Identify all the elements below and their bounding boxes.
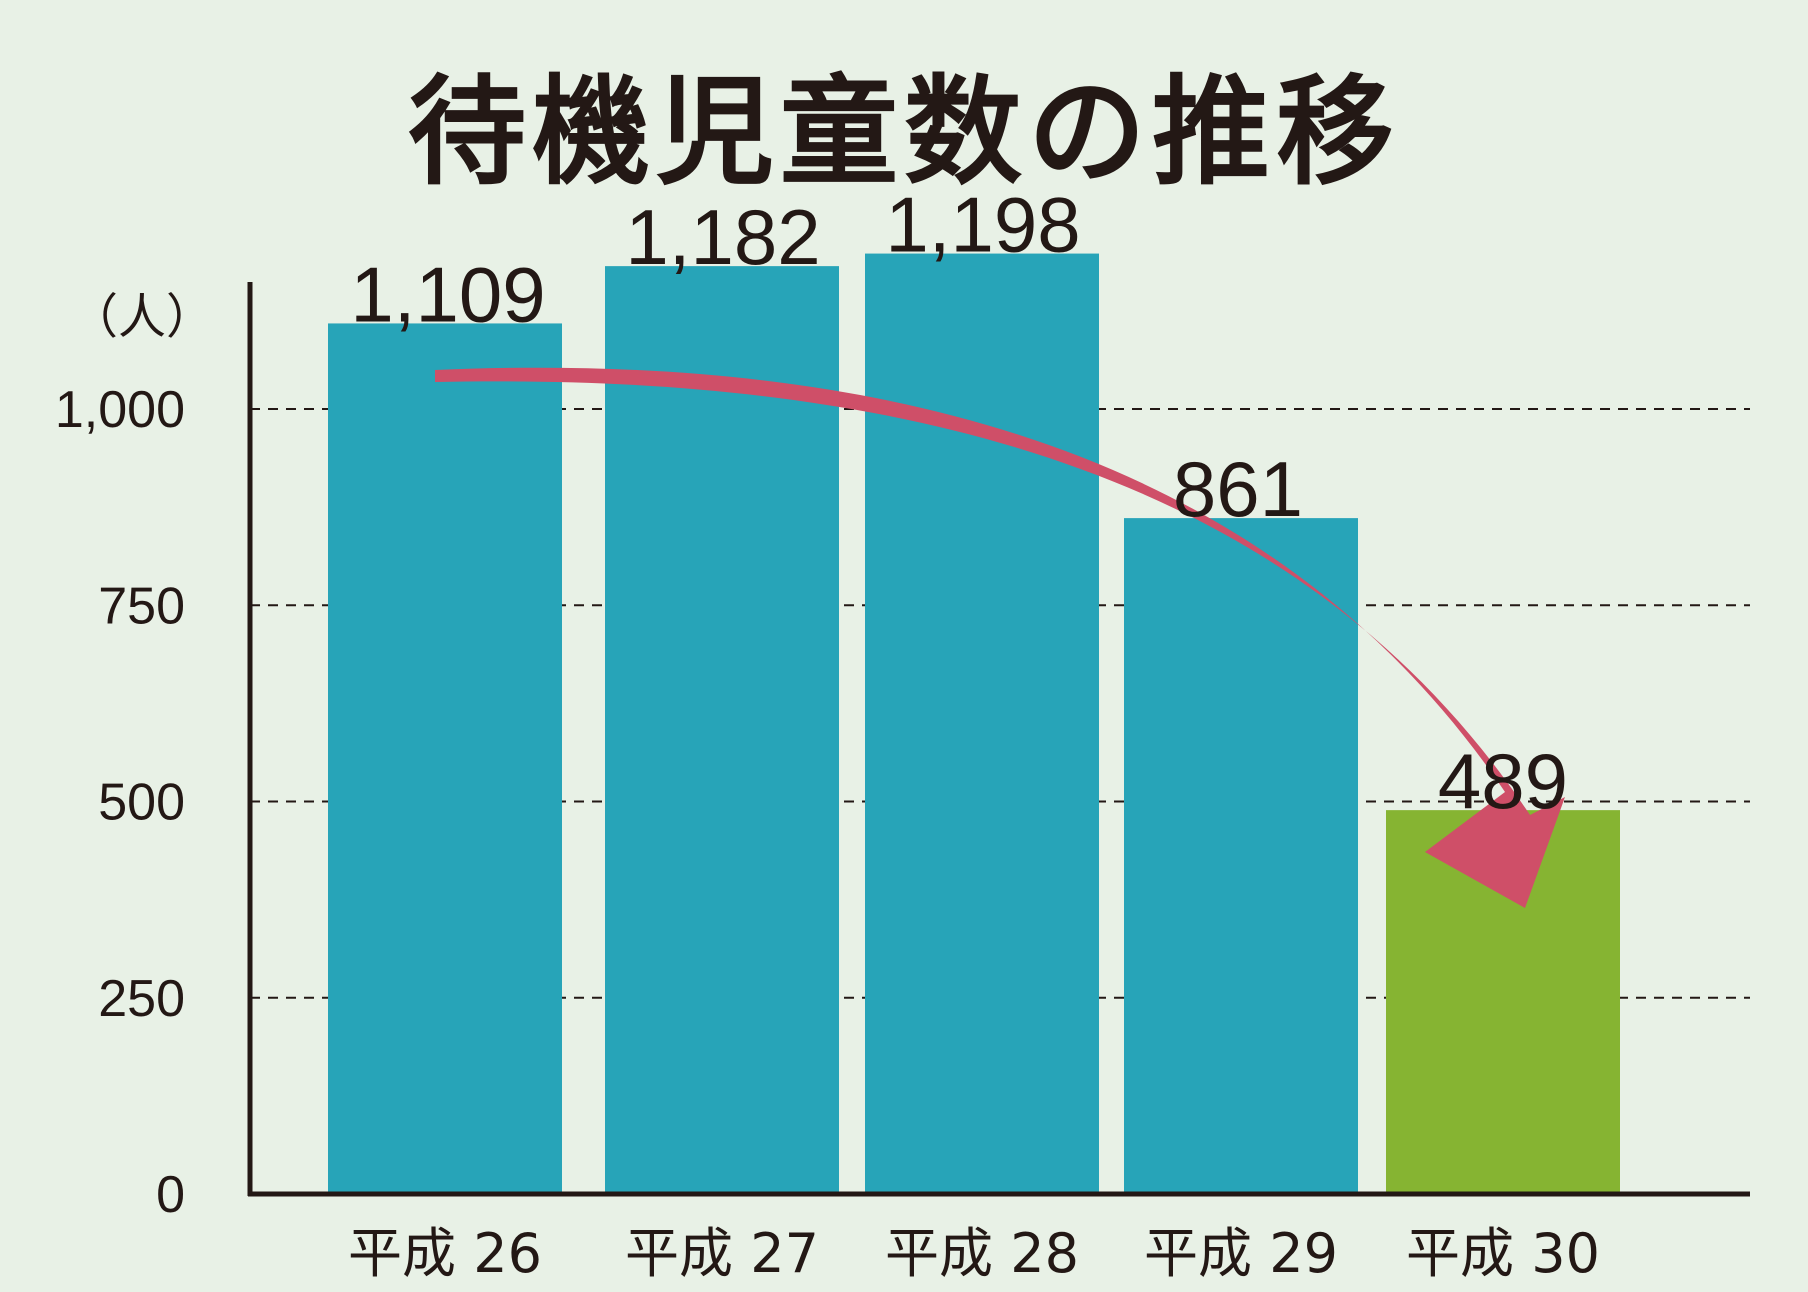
x-tick-label: 平成 29 (1144, 1222, 1338, 1285)
data-label: 1,198 (885, 181, 1080, 269)
x-tick-label: 平成 27 (625, 1222, 819, 1285)
y-tick-label: 750 (98, 577, 185, 635)
data-label: 1,109 (350, 250, 545, 338)
bar (328, 323, 562, 1194)
y-tick-label: 0 (156, 1166, 185, 1224)
chart-title: 待機児童数の推移 (407, 63, 1400, 201)
trend-arrow (435, 367, 1565, 909)
data-label: 861 (1173, 445, 1303, 533)
x-tick-label: 平成 26 (348, 1222, 542, 1285)
bar (865, 253, 1099, 1194)
bar (605, 266, 839, 1194)
y-tick-label: 1,000 (55, 381, 185, 439)
bar (1124, 518, 1358, 1194)
y-axis-unit-label: （人） (70, 289, 214, 345)
x-tick-label: 平成 30 (1406, 1222, 1600, 1285)
y-tick-label: 500 (98, 774, 185, 832)
data-label: 1,182 (625, 193, 820, 281)
x-tick-label: 平成 28 (885, 1222, 1079, 1285)
y-tick-label: 250 (98, 970, 185, 1028)
data-label: 489 (1438, 737, 1568, 825)
